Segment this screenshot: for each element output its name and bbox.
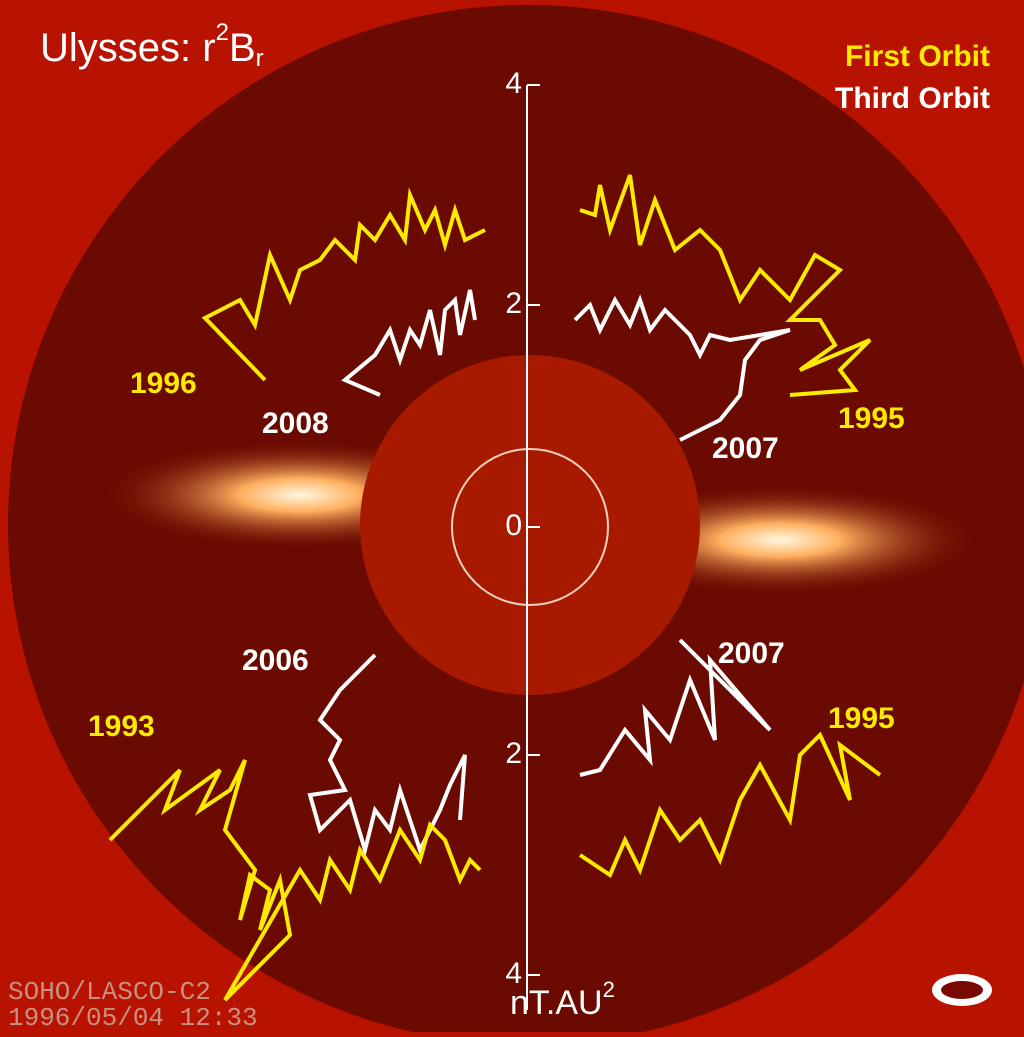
tick-label: 4 — [505, 67, 522, 100]
logo — [932, 974, 992, 1006]
tick-label: 2 — [505, 287, 522, 320]
legend-first: First Orbit — [845, 40, 990, 73]
title: Ulysses: r2Br — [40, 19, 264, 72]
year-label: 1993 — [88, 710, 155, 743]
year-label: 1996 — [130, 367, 197, 400]
page: 4 2 0 2 4 nT.AU2 1996 2008 1995 2007 200… — [0, 0, 1024, 1032]
tick-label: 0 — [505, 509, 522, 542]
year-label: 2008 — [262, 407, 329, 440]
title-sup: 2 — [216, 19, 229, 46]
unit-sup: 2 — [603, 977, 615, 1002]
year-label: 1995 — [838, 402, 905, 435]
year-label: 2007 — [712, 432, 779, 465]
title-main: Ulysses: r — [40, 26, 216, 70]
year-label: 2007 — [718, 637, 785, 670]
occulter — [360, 355, 700, 695]
tick-label: 2 — [505, 737, 522, 770]
axis-unit: nT.AU2 — [510, 977, 615, 1022]
figure: 4 2 0 2 4 nT.AU2 1996 2008 1995 2007 200… — [0, 0, 1024, 1032]
footer-timestamp: 1996/05/04 12:33 — [8, 1003, 258, 1032]
year-label: 1995 — [828, 702, 895, 735]
unit: nT.AU — [510, 984, 603, 1022]
title-base: B — [229, 26, 256, 70]
title-sub: r — [256, 45, 264, 72]
legend-third: Third Orbit — [835, 82, 990, 115]
year-label: 2006 — [242, 644, 309, 677]
